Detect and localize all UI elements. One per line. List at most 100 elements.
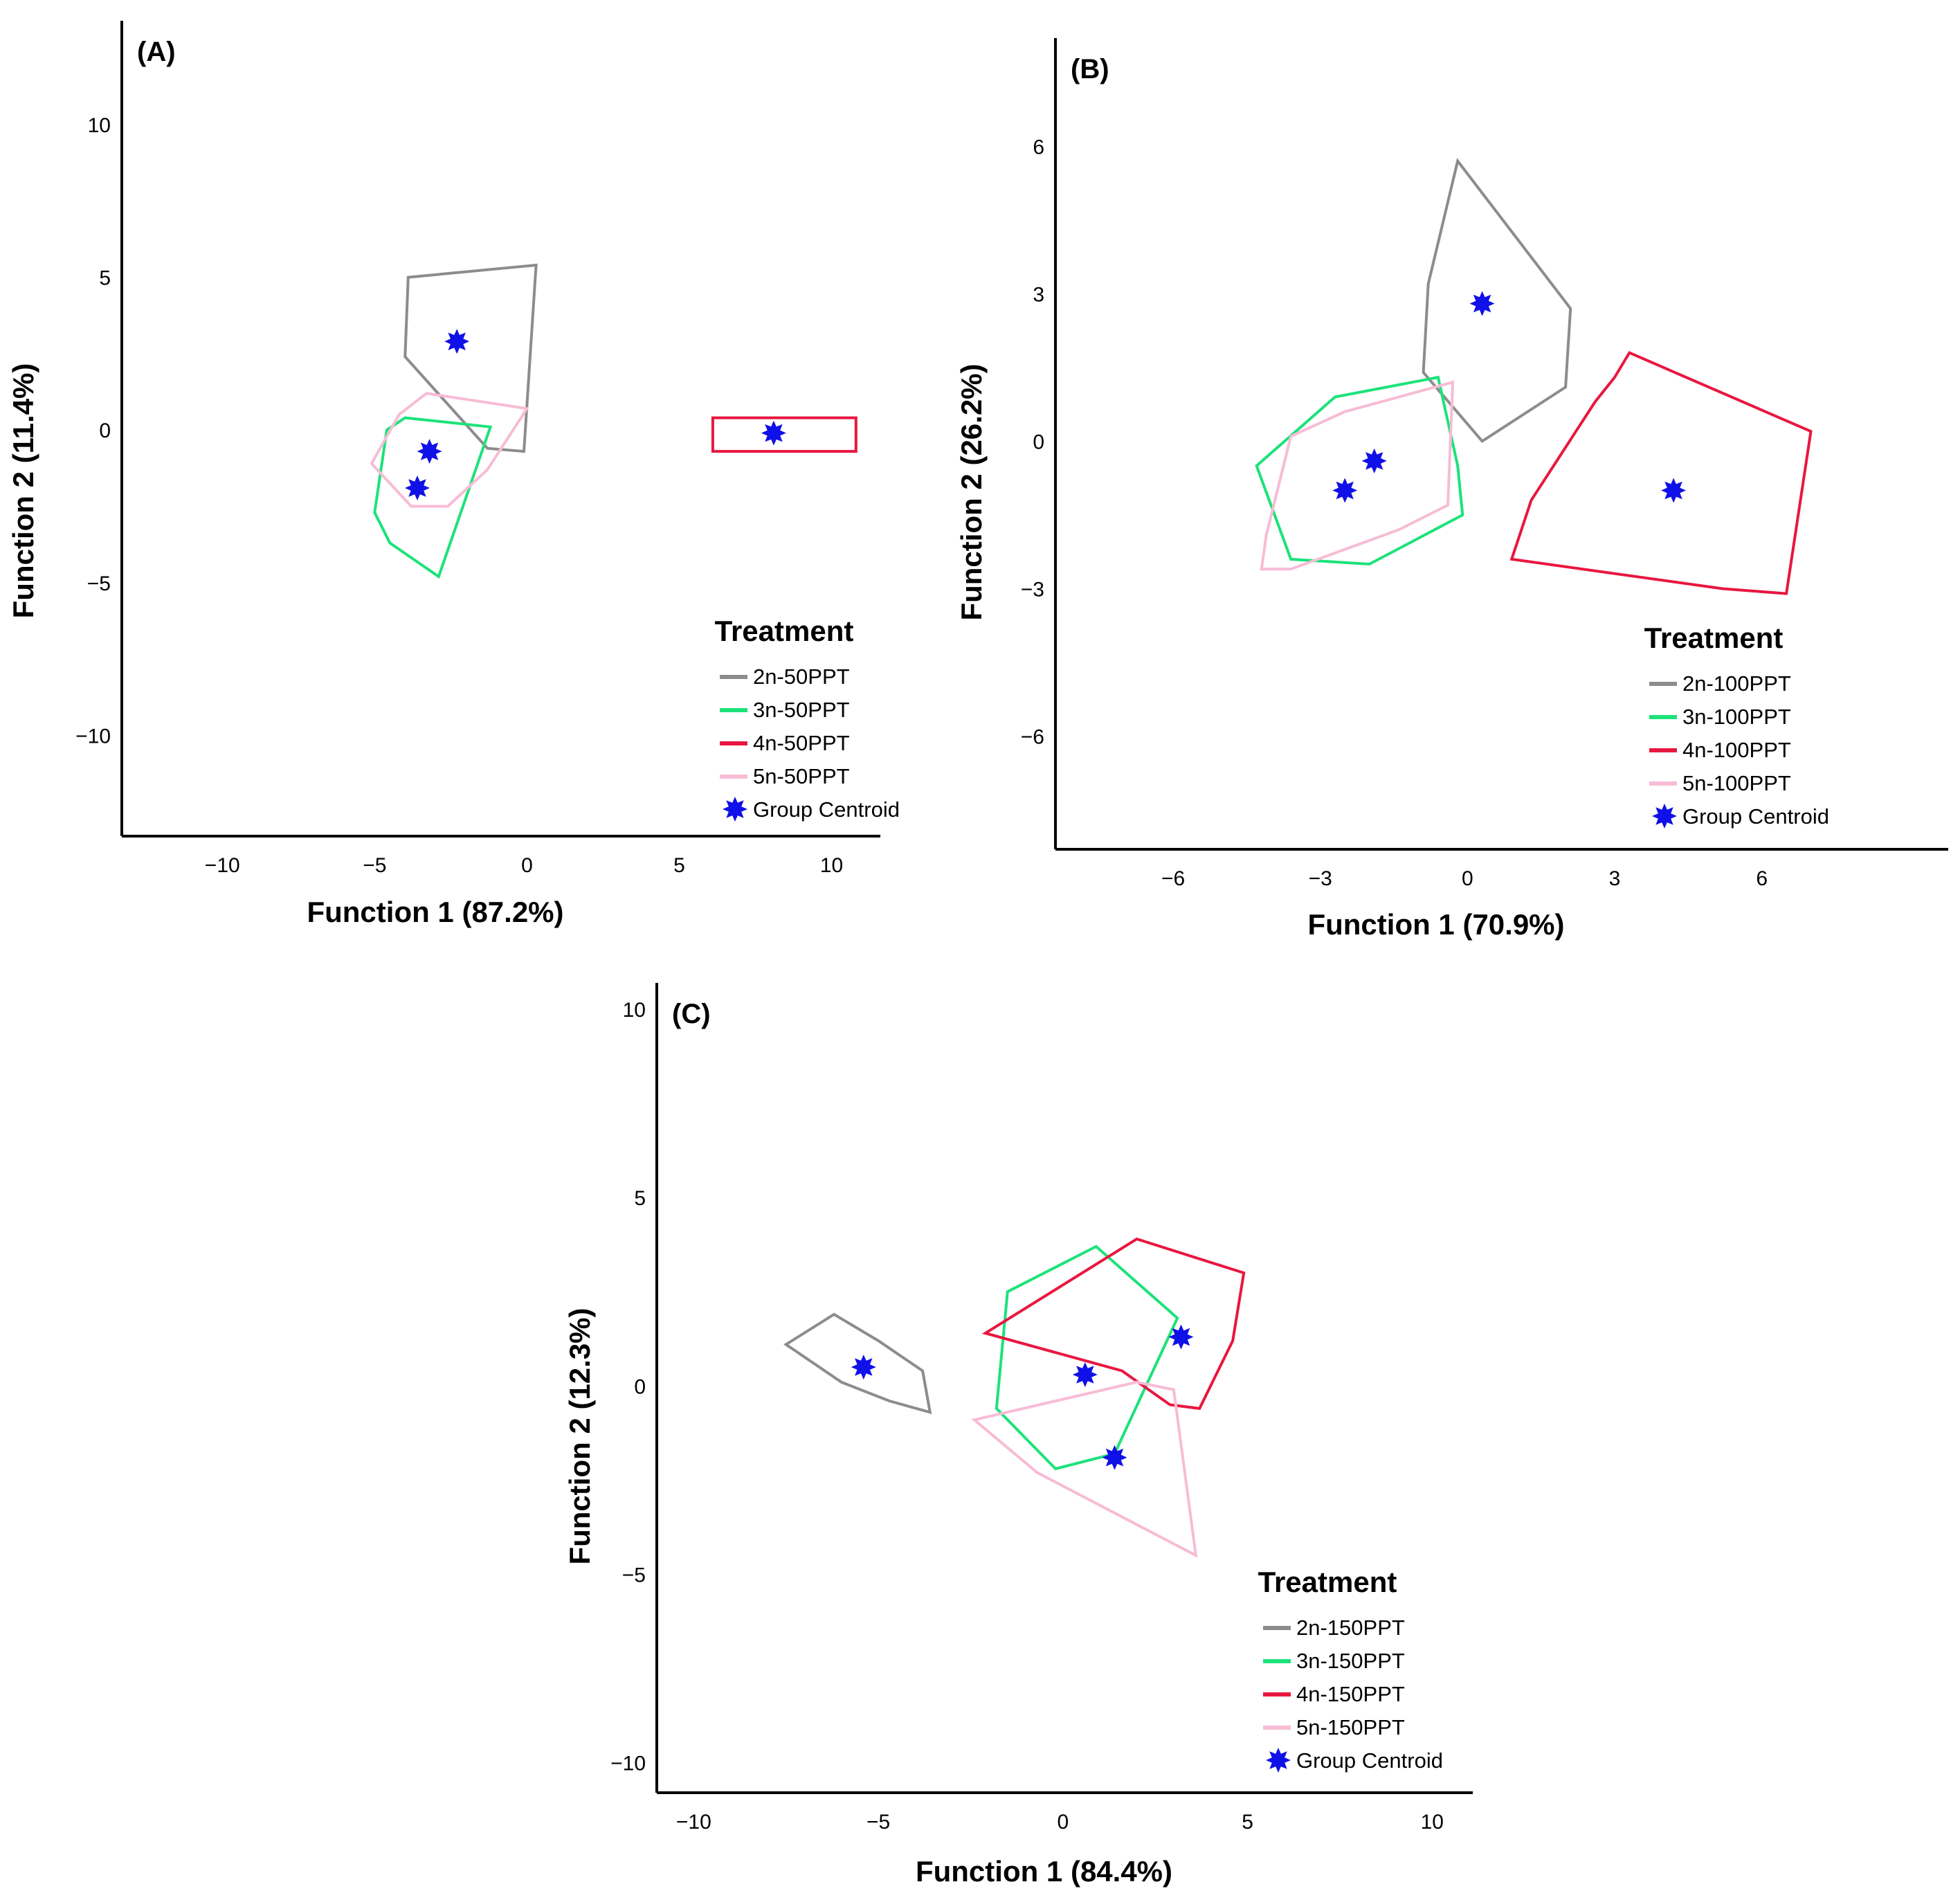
- hull-2n-50ppt: [403, 263, 538, 453]
- y-axis-label: Function 2 (26.2%): [955, 363, 988, 620]
- legend-item: 5n-50PPT: [720, 764, 850, 788]
- y-axis-label: Function 2 (12.3%): [563, 1308, 596, 1564]
- x-tick-label: −3: [1309, 867, 1332, 890]
- legend-label: 4n-100PPT: [1682, 738, 1791, 762]
- hull-4n-100ppt: [1509, 351, 1813, 595]
- centroid-marker-4n-150ppt: [1168, 1324, 1194, 1350]
- legend-item: 2n-100PPT: [1649, 671, 1791, 696]
- x-axis-label: Function 1 (87.2%): [307, 896, 563, 928]
- y-tick-label: 0: [1033, 431, 1044, 453]
- hull-3n-150ppt: [995, 1245, 1179, 1471]
- x-tick-label: −6: [1161, 867, 1185, 890]
- x-tick-label: −10: [676, 1811, 711, 1834]
- legend-title: Treatment: [1258, 1566, 1397, 1598]
- y-tick-label: 0: [99, 419, 111, 442]
- y-tick-label: 5: [634, 1187, 646, 1210]
- panel-label: (A): [137, 37, 176, 67]
- legend-label: Group Centroid: [1682, 804, 1829, 829]
- x-axis-label: Function 1 (84.4%): [916, 1855, 1172, 1888]
- x-tick-label: 10: [820, 854, 843, 877]
- x-tick-label: −5: [866, 1811, 890, 1834]
- y-tick-label: 5: [99, 267, 111, 290]
- y-tick-label: −6: [1021, 726, 1044, 749]
- chart-panel-c: −10 −5 0 5 10 −10 −5 0 5 10 Function 1 (84.4%) Func…: [563, 983, 1473, 1888]
- y-tick-label: 6: [1033, 136, 1044, 159]
- centroid-marker-5n-150ppt: [1072, 1362, 1098, 1387]
- x-axis-label: Function 1 (70.9%): [1307, 908, 1564, 941]
- legend-item: Group Centroid: [1652, 804, 1829, 829]
- legend-label: 2n-150PPT: [1296, 1616, 1405, 1640]
- legend-item: 4n-100PPT: [1649, 738, 1791, 762]
- hull-5n-50ppt: [370, 392, 529, 508]
- legend-centroid-icon: [723, 797, 747, 822]
- legend-label: 4n-150PPT: [1296, 1682, 1405, 1706]
- legend-label: 2n-100PPT: [1682, 671, 1791, 696]
- legend-item: Group Centroid: [1266, 1748, 1443, 1773]
- x-tick-label: −5: [363, 854, 386, 877]
- hull-2n-150ppt: [783, 1312, 932, 1415]
- legend-label: 3n-100PPT: [1682, 705, 1791, 729]
- legend-label: Group Centroid: [753, 797, 900, 822]
- x-tick-label: 0: [521, 854, 533, 877]
- x-tick-label: 0: [1462, 867, 1473, 890]
- legend-label: 3n-50PPT: [753, 698, 850, 722]
- centroid-marker-2n-150ppt: [851, 1355, 876, 1380]
- y-tick-label: 3: [1033, 283, 1044, 306]
- legend-label: 3n-150PPT: [1296, 1649, 1405, 1673]
- legend-title: Treatment: [715, 615, 854, 647]
- centroid-marker-4n-100ppt: [1661, 478, 1687, 503]
- legend-item: 2n-50PPT: [720, 664, 850, 689]
- hull-3n-50ppt: [373, 416, 493, 579]
- chart-panel-b: −6 −3 0 3 6 −6 −3 0 3 6 Function 1 (70.9%) Function…: [955, 38, 1948, 941]
- y-tick-label: −5: [622, 1564, 646, 1586]
- centroid-marker-3n-100ppt: [1332, 478, 1358, 503]
- y-axis-label: Function 2 (11.4%): [7, 363, 39, 619]
- legend: Treatment 2n-100PPT 3n-100PPT 4n-100PPT 5n-1…: [1644, 622, 1829, 829]
- y-tick-label: −5: [87, 572, 111, 595]
- panel-label: (B): [1071, 54, 1109, 84]
- legend-item: 3n-100PPT: [1649, 705, 1791, 729]
- legend-item: 3n-150PPT: [1263, 1649, 1405, 1673]
- legend-item: 5n-100PPT: [1649, 771, 1791, 795]
- legend-label: 2n-50PPT: [753, 664, 850, 689]
- legend-label: 4n-50PPT: [753, 731, 850, 755]
- x-tick-label: 6: [1756, 867, 1768, 890]
- legend: Treatment 2n-150PPT 3n-150PPT 4n-150PPT 5n-1…: [1258, 1566, 1443, 1773]
- legend-item: 4n-50PPT: [720, 731, 850, 755]
- legend-item: 3n-50PPT: [720, 698, 850, 722]
- chart-panel-a: −10 −5 0 5 10 −10 −5 0 5 10 Function 1 (87.2%) Func…: [7, 21, 900, 928]
- y-tick-label: 0: [634, 1375, 646, 1398]
- x-tick-label: 10: [1421, 1811, 1444, 1834]
- hull-5n-100ppt: [1260, 380, 1455, 571]
- centroid-marker-4n-50ppt: [761, 420, 786, 446]
- legend-centroid-icon: [1652, 804, 1677, 829]
- x-tick-label: 5: [1242, 1811, 1253, 1834]
- y-tick-label: −3: [1021, 579, 1044, 601]
- y-tick-label: −10: [610, 1752, 646, 1775]
- centroid-marker-3n-150ppt: [1102, 1445, 1127, 1470]
- legend-label: 5n-50PPT: [753, 764, 850, 788]
- legend-label: Group Centroid: [1296, 1748, 1443, 1773]
- centroid-marker-2n-100ppt: [1469, 291, 1495, 316]
- legend-label: 5n-100PPT: [1682, 771, 1791, 795]
- y-tick-label: 10: [623, 999, 646, 1022]
- hull-3n-100ppt: [1255, 375, 1464, 566]
- legend-item: Group Centroid: [723, 797, 900, 822]
- x-tick-label: 0: [1057, 1811, 1069, 1834]
- x-tick-label: −10: [205, 854, 240, 877]
- legend: Treatment 2n-50PPT 3n-50PPT 4n-50PPT 5n-50PP…: [715, 615, 900, 822]
- panel-label: (C): [672, 999, 711, 1029]
- x-tick-label: 3: [1609, 867, 1621, 890]
- hull-2n-100ppt: [1422, 158, 1572, 444]
- hull-4n-50ppt: [711, 416, 858, 453]
- hull-5n-150ppt: [971, 1380, 1198, 1558]
- legend-centroid-icon: [1266, 1748, 1291, 1773]
- y-tick-label: −10: [75, 725, 111, 748]
- hull-4n-150ppt: [981, 1237, 1246, 1411]
- legend-item: 2n-150PPT: [1263, 1616, 1405, 1640]
- legend-item: 5n-150PPT: [1263, 1715, 1405, 1739]
- legend-item: 4n-150PPT: [1263, 1682, 1405, 1706]
- legend-label: 5n-150PPT: [1296, 1715, 1405, 1739]
- legend-title: Treatment: [1644, 622, 1784, 654]
